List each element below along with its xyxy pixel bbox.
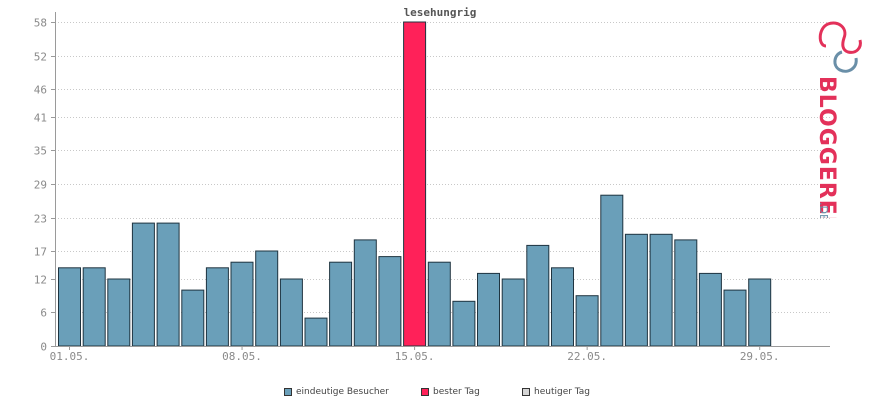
logo-wordmark-suffix: .DE xyxy=(817,202,830,218)
logo-loop-blue xyxy=(833,50,858,73)
bar-best-day xyxy=(403,21,427,347)
y-tick-label: 6 xyxy=(40,307,47,320)
bar xyxy=(624,233,648,347)
bar xyxy=(353,239,377,347)
legend: eindeutige Besucher bester Tag heutiger … xyxy=(0,385,870,399)
bar xyxy=(674,239,698,347)
x-tick-label: 15.05. xyxy=(395,350,435,363)
logo-wordmark: BLOGGEREI .DE xyxy=(814,76,839,225)
bar xyxy=(649,233,673,347)
bloggerei-logo-graphic: BLOGGEREI .DE xyxy=(814,21,862,225)
legend-item-today: heutiger Tag xyxy=(522,385,590,399)
bar xyxy=(477,272,500,347)
x-tick-label: 01.05. xyxy=(50,350,90,363)
legend-swatch-best-day xyxy=(421,388,429,396)
bar xyxy=(698,272,722,347)
legend-label-today: heutiger Tag xyxy=(534,387,591,397)
legend-swatch-today xyxy=(522,388,530,396)
legend-swatch-visitors xyxy=(284,388,292,396)
bar xyxy=(181,289,205,347)
bar xyxy=(748,278,772,347)
y-tick-label: 23 xyxy=(34,213,47,226)
bar xyxy=(131,222,155,347)
bar xyxy=(452,300,476,347)
y-tick-label: 46 xyxy=(34,84,47,97)
bar xyxy=(230,261,254,347)
bar xyxy=(304,317,328,347)
bar xyxy=(58,267,81,347)
bar xyxy=(526,244,550,347)
bar xyxy=(600,194,624,347)
y-tick-label: 35 xyxy=(34,145,47,158)
bloggerei-logo: BLOGGEREI .DE xyxy=(812,18,870,225)
bar xyxy=(575,295,599,347)
logo-loop-red xyxy=(818,21,862,54)
y-tick-label: 17 xyxy=(34,246,47,259)
legend-label-visitors: eindeutige Besucher xyxy=(296,387,389,397)
bar xyxy=(378,256,402,347)
logo-wordmark-text: BLOGGEREI xyxy=(814,76,839,218)
x-tick-label: 22.05. xyxy=(567,350,607,363)
x-tick-label: 08.05. xyxy=(222,350,262,363)
legend-label-best-day: bester Tag xyxy=(433,387,480,397)
bar xyxy=(205,267,229,347)
y-tick-label: 58 xyxy=(34,17,47,30)
x-tick-label: 29.05. xyxy=(740,350,780,363)
y-tick-label: 0 xyxy=(40,341,47,354)
bar xyxy=(156,222,180,347)
bar xyxy=(501,278,525,347)
legend-item-visitors: eindeutige Besucher xyxy=(284,385,389,399)
y-tick-label: 41 xyxy=(34,112,47,125)
bar xyxy=(82,267,106,347)
y-tick-label: 12 xyxy=(34,274,47,287)
bar xyxy=(723,289,747,347)
bar xyxy=(551,267,574,347)
legend-item-best-day: bester Tag xyxy=(421,385,480,399)
bar xyxy=(255,250,279,347)
chart-title: lesehungrig xyxy=(404,6,477,19)
y-tick-label: 29 xyxy=(34,179,47,192)
bar xyxy=(279,278,303,347)
bar xyxy=(329,261,353,347)
bar xyxy=(427,261,451,347)
y-tick-label: 52 xyxy=(34,51,47,64)
bar xyxy=(107,278,131,347)
